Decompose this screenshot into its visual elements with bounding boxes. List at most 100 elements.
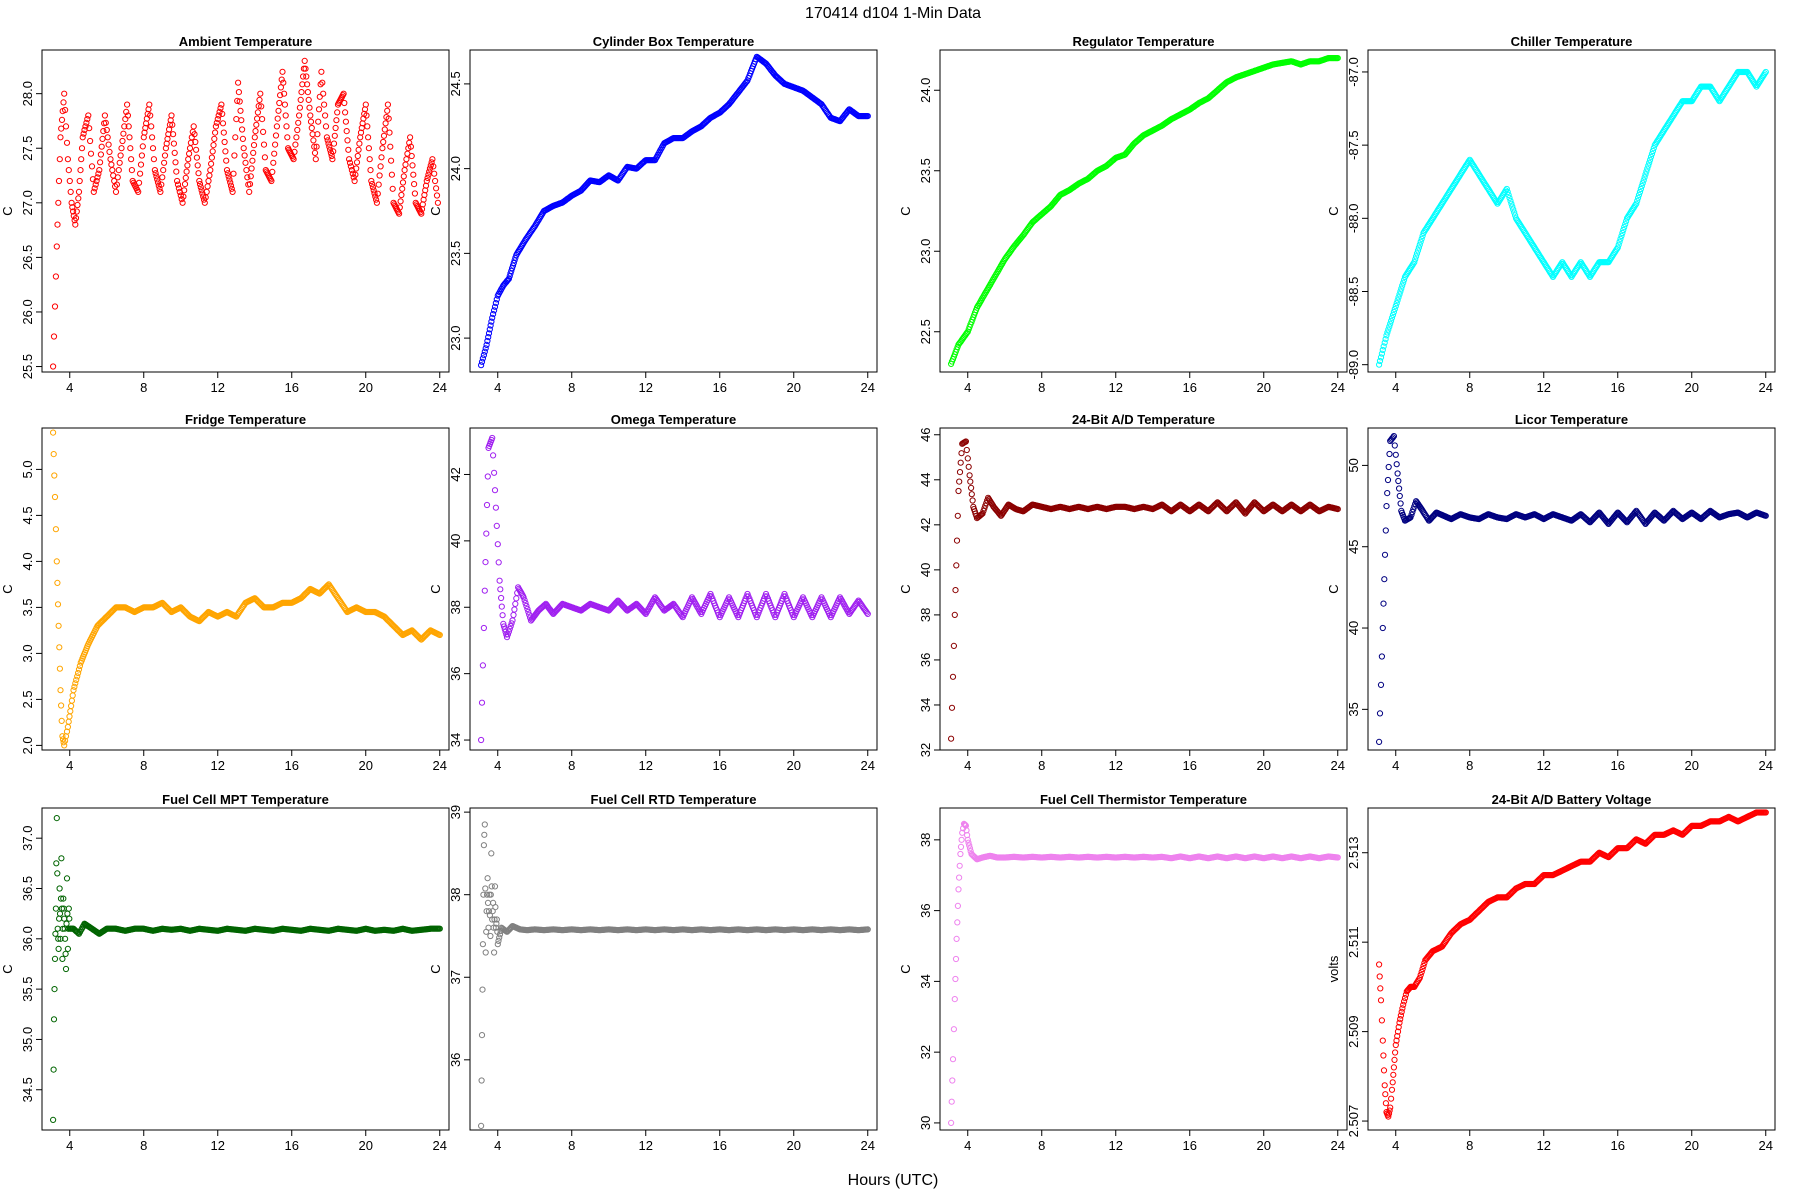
data-point	[953, 935, 960, 943]
data-point	[113, 181, 121, 188]
data-point	[101, 112, 109, 119]
x-tick-label: 24	[433, 380, 447, 395]
data-point	[148, 123, 155, 130]
data-point	[128, 156, 135, 163]
data-point	[488, 318, 495, 325]
data-point	[952, 975, 959, 983]
series-points	[1376, 433, 1769, 746]
data-point	[150, 156, 157, 163]
data-point	[58, 855, 65, 862]
data-point	[70, 208, 77, 215]
data-point	[327, 146, 334, 153]
data-point	[357, 129, 365, 136]
data-point	[363, 112, 370, 119]
data-point	[54, 221, 61, 228]
data-point	[410, 171, 417, 178]
data-point	[92, 181, 99, 188]
data-point	[219, 120, 227, 127]
data-point	[272, 141, 279, 148]
data-point	[180, 193, 187, 200]
data-point	[375, 181, 382, 188]
x-tick-label: 12	[211, 758, 225, 773]
data-point	[61, 90, 68, 97]
data-point	[62, 950, 69, 958]
data-point	[56, 156, 63, 163]
y-axis-label: C	[0, 206, 15, 215]
data-point	[126, 134, 133, 141]
data-point	[57, 895, 65, 902]
data-point	[170, 140, 177, 147]
x-tick-label: 24	[1759, 758, 1773, 773]
data-point	[1647, 156, 1654, 163]
data-point	[1503, 185, 1510, 193]
data-point	[272, 132, 280, 139]
data-point	[951, 611, 958, 619]
data-point	[368, 177, 375, 185]
y-tick-label: 24.0	[448, 156, 463, 181]
data-point	[949, 1077, 956, 1084]
data-point	[1392, 303, 1399, 310]
panel-title: Omega Temperature	[611, 412, 736, 427]
data-point	[330, 140, 338, 147]
data-point	[1412, 256, 1419, 263]
data-point	[534, 218, 541, 225]
data-point	[367, 167, 374, 174]
data-point	[353, 159, 361, 166]
data-point	[197, 184, 204, 191]
x-tick-label: 20	[787, 380, 801, 395]
y-axis-label: C	[0, 964, 15, 973]
y-axis-label: C	[428, 206, 443, 215]
data-point	[954, 919, 961, 926]
data-point	[960, 820, 968, 828]
data-point	[384, 107, 391, 114]
data-point	[78, 145, 86, 152]
data-point	[388, 157, 395, 164]
data-point	[418, 210, 425, 217]
data-point	[96, 167, 103, 174]
y-tick-label: -89.0	[1346, 350, 1361, 380]
data-point	[426, 168, 433, 175]
data-point	[68, 702, 75, 710]
data-point	[122, 116, 129, 123]
data-point	[1511, 209, 1518, 216]
panel-title: Ambient Temperature	[179, 34, 312, 49]
data-point	[260, 141, 268, 148]
data-point	[94, 174, 101, 181]
data-point	[1396, 291, 1403, 298]
data-point	[175, 185, 182, 192]
data-point	[382, 120, 389, 127]
data-point	[63, 139, 71, 146]
data-point	[220, 129, 227, 136]
data-point	[1376, 710, 1384, 717]
data-point	[259, 116, 266, 123]
data-point	[1380, 343, 1387, 350]
data-point	[483, 530, 490, 537]
data-point	[71, 683, 78, 690]
data-point	[966, 472, 973, 479]
data-point	[1615, 241, 1622, 248]
data-point	[51, 303, 59, 310]
data-point	[1668, 509, 1675, 517]
data-point	[365, 134, 372, 141]
data-point	[193, 146, 200, 153]
data-point	[957, 843, 965, 851]
data-point	[507, 270, 514, 277]
data-point	[490, 924, 497, 931]
data-point	[1334, 55, 1341, 62]
data-point	[1379, 346, 1386, 354]
data-point	[378, 154, 385, 161]
data-point	[326, 143, 333, 150]
data-point	[281, 90, 288, 97]
data-point	[55, 177, 63, 185]
x-tick-label: 16	[1183, 1138, 1197, 1153]
data-point	[511, 606, 518, 613]
data-point	[371, 190, 378, 197]
data-point	[511, 257, 518, 264]
data-point	[1382, 527, 1389, 534]
x-tick-label: 8	[1466, 758, 1473, 773]
data-point	[1378, 653, 1386, 660]
data-point	[56, 885, 63, 892]
